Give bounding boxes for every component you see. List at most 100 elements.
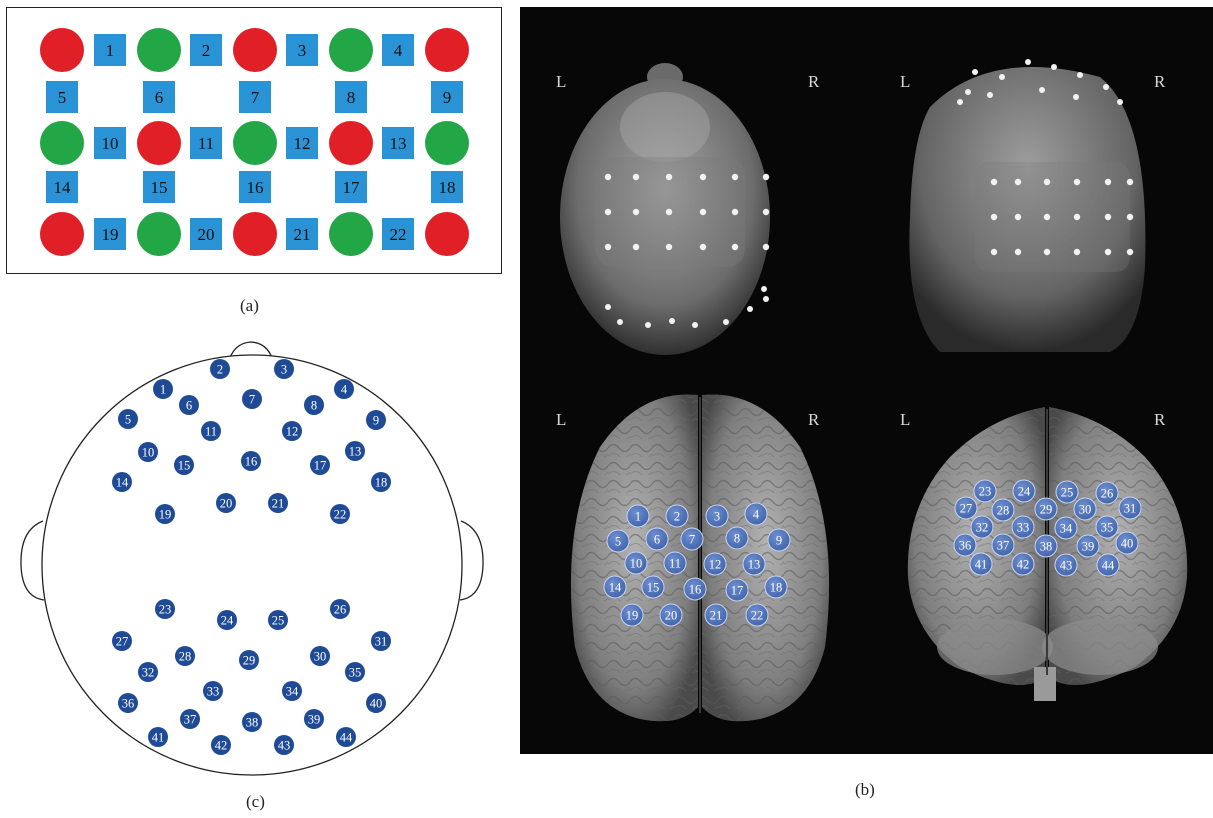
brain-channel-number: 22 (751, 609, 764, 623)
channel-box (190, 127, 222, 159)
source-optode (329, 121, 373, 165)
optode-dot (762, 173, 770, 181)
imaging-panel: 1 2 3 4 5 6 7 8 9 10 11 12 13 14 15 16 17 18 19 20 21 22 23 24… (520, 7, 1213, 754)
head-channel-number: 12 (286, 425, 299, 439)
brain-channel-marker (620, 603, 644, 627)
optode-dot (762, 243, 770, 251)
brain-channel-marker (970, 515, 994, 539)
head-channel-marker (148, 727, 168, 747)
brain-channel-number: 26 (1101, 487, 1114, 501)
head-channel-marker (304, 395, 324, 415)
brain-channel-number: 30 (1079, 503, 1092, 517)
optode-dot (1104, 248, 1112, 256)
head-channel-marker (118, 693, 138, 713)
head-channel-marker (336, 727, 356, 747)
brain-channel-marker (742, 552, 766, 576)
brain-channel-number: 2 (674, 510, 680, 524)
brain-channel-number: 8 (734, 532, 740, 546)
channel-box (286, 34, 318, 66)
brain-channel-marker (645, 527, 669, 551)
source-optode (425, 28, 469, 72)
head-top-right-label: R (808, 72, 820, 91)
panel-label-a: (a) (240, 296, 259, 315)
channel-number: 22 (390, 225, 407, 244)
brain-channel-number: 5 (615, 535, 621, 549)
detector-optode (425, 121, 469, 165)
channel-number: 2 (202, 41, 211, 60)
optode-dot (1043, 178, 1051, 186)
brain-channel-number: 12 (709, 558, 722, 572)
channel-box (382, 218, 414, 250)
channel-number: 20 (198, 225, 215, 244)
brain-channel-number: 19 (626, 609, 639, 623)
optode-dot (761, 286, 767, 292)
detector-optode (137, 212, 181, 256)
brain-channel-marker (744, 502, 768, 526)
optode-dot (731, 208, 739, 216)
source-optode (40, 212, 84, 256)
brain-channel-marker (991, 498, 1015, 522)
optode-dot (1043, 213, 1051, 221)
head-channel-marker (112, 472, 132, 492)
channel-number: 15 (151, 178, 168, 197)
head-channel-marker (201, 421, 221, 441)
head-channel-number: 23 (159, 603, 172, 617)
brain-channel-marker (641, 575, 665, 599)
channel-box (143, 171, 175, 203)
head-channel-number: 17 (314, 459, 327, 473)
brain-channel-marker (659, 603, 683, 627)
brain-channel-marker (1054, 516, 1078, 540)
optode-dot (1104, 178, 1112, 186)
optode-dot (990, 178, 998, 186)
head-channel-marker (155, 504, 175, 524)
optode-dot (990, 213, 998, 221)
head-channel-marker (179, 395, 199, 415)
brain-channel-number: 15 (647, 581, 660, 595)
optode-dot (1025, 59, 1031, 65)
head-channel-marker (330, 504, 350, 524)
optode-dot (731, 173, 739, 181)
head-channel-number: 29 (243, 654, 256, 668)
head-channel-number: 20 (220, 497, 233, 511)
brain-back-view: 23 24 25 26 27 28 29 30 31 32 33 34 35 36 37 38 39 40 41 42… (907, 407, 1188, 701)
head-channel-marker (153, 379, 173, 399)
head-channel-number: 6 (186, 399, 192, 413)
head-channel-number: 3 (281, 363, 287, 377)
brain-top-left-label: L (556, 410, 566, 429)
brain-channel-marker (1095, 481, 1119, 505)
optode-dot (763, 296, 769, 302)
brain-channel-number: 24 (1018, 485, 1031, 499)
head-channel-marker (268, 610, 288, 630)
panel-label-b: (b) (855, 780, 875, 799)
brain-channel-number: 6 (654, 533, 660, 547)
optode-dot (965, 89, 971, 95)
source-optode (233, 212, 277, 256)
brain-channel-number: 29 (1040, 503, 1053, 517)
source-optode (137, 121, 181, 165)
channel-number: 4 (394, 41, 403, 60)
head-channel-number: 28 (179, 650, 192, 664)
detector-optode (329, 28, 373, 72)
head-channel-marker (138, 662, 158, 682)
brain-channel-marker (663, 551, 687, 575)
channel-number: 16 (247, 178, 264, 197)
brain-channel-marker (1055, 480, 1079, 504)
optode-dot (699, 208, 707, 216)
channel-number: 10 (102, 134, 119, 153)
head-channel-number: 18 (375, 476, 388, 490)
brain-channel-marker (1011, 515, 1035, 539)
brain-channel-marker (624, 551, 648, 575)
channel-box (94, 127, 126, 159)
brain-top-right-label: R (808, 410, 820, 429)
source-optode (40, 28, 84, 72)
brain-channel-marker (606, 529, 630, 553)
brain-channel-number: 21 (710, 609, 723, 623)
optode-dot (665, 173, 673, 181)
brain-channel-marker (683, 577, 707, 601)
brain-channel-number: 33 (1017, 521, 1030, 535)
brain-channel-number: 35 (1101, 521, 1114, 535)
brain-channel-marker (1096, 553, 1120, 577)
head-channel-marker (310, 455, 330, 475)
optode-dot (1073, 94, 1079, 100)
